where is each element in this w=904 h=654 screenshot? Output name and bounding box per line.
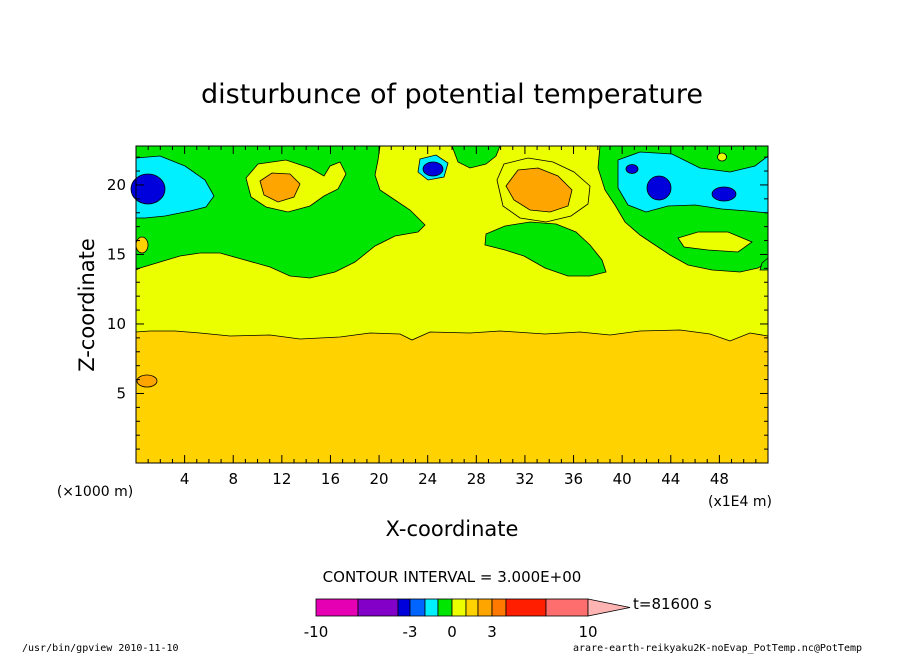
colorbar-segment bbox=[451, 598, 467, 617]
region-blue-left bbox=[130, 173, 166, 205]
colorbar-segment bbox=[545, 598, 589, 617]
footer-left: /usr/bin/gpview 2010-11-10 bbox=[22, 643, 179, 654]
colorbar-tick-label: -10 bbox=[304, 623, 329, 641]
colorbar-tick-label: 10 bbox=[578, 623, 597, 641]
x-tick-label: 20 bbox=[370, 470, 389, 488]
y-tick-label: 20 bbox=[107, 176, 126, 194]
y-tick-label: 10 bbox=[107, 315, 126, 333]
region-yellow-cell-right bbox=[677, 231, 753, 253]
region-orange-right bbox=[505, 167, 573, 213]
y-axis-label: Z-coordinate bbox=[75, 238, 99, 372]
colorbar: -10 -3 0 3 10 bbox=[304, 598, 631, 641]
footer-right: arare-earth-reikyaku2K-noEvap_PotTemp.nc… bbox=[573, 643, 862, 654]
region-blue-right-b bbox=[711, 186, 737, 202]
colorbar-segment bbox=[477, 598, 493, 617]
x-tick-label: 40 bbox=[613, 470, 632, 488]
x-tick-label: 12 bbox=[272, 470, 291, 488]
x-unit-left: (×1000 m) bbox=[57, 484, 133, 500]
region-blue-right-c bbox=[625, 164, 639, 174]
colorbar-segment bbox=[437, 598, 453, 617]
y-tick-label: 5 bbox=[116, 384, 126, 402]
region-blue-center bbox=[422, 161, 444, 177]
region-orange-left bbox=[259, 172, 301, 203]
colorbar-segment bbox=[505, 598, 547, 617]
colorbar-tick-label: 0 bbox=[447, 623, 457, 641]
x-tick-label: 8 bbox=[228, 470, 238, 488]
colorbar-segment bbox=[315, 598, 359, 617]
region-green-mid bbox=[484, 221, 607, 277]
colorbar-segment bbox=[424, 598, 439, 617]
x-tick-label: 36 bbox=[564, 470, 583, 488]
region-blue-right-a bbox=[646, 175, 672, 201]
region-green-left bbox=[135, 145, 426, 279]
colorbar-tick-label: 3 bbox=[487, 623, 497, 641]
x-tick-label: 4 bbox=[180, 470, 190, 488]
colorbar-segment bbox=[409, 598, 426, 617]
x-tick-label: 48 bbox=[710, 470, 729, 488]
colorbar-segment bbox=[491, 598, 507, 617]
y-axis: 5 10 15 20 bbox=[107, 156, 768, 450]
contour-interval-label: CONTOUR INTERVAL = 3.000E+00 bbox=[323, 568, 582, 586]
x-tick-label: 28 bbox=[467, 470, 486, 488]
colorbar-segment bbox=[397, 598, 411, 617]
region-orange-lower-cell bbox=[136, 374, 158, 388]
x-tick-label: 16 bbox=[321, 470, 340, 488]
plot-area bbox=[130, 145, 769, 463]
x-axis: 4 8 12 16 20 24 28 32 36 40 44 48 bbox=[147, 146, 757, 488]
region-yellow-dot bbox=[717, 152, 727, 162]
time-label: t=81600 s bbox=[633, 595, 712, 613]
region-positive-edge-cell bbox=[135, 236, 149, 254]
colorbar-arrow bbox=[587, 598, 631, 617]
colorbar-tick-label: -3 bbox=[403, 623, 418, 641]
x-unit-right: (x1E4 m) bbox=[708, 494, 772, 510]
colorbar-segment bbox=[357, 598, 399, 617]
chart-title: disturbunce of potential temperature bbox=[201, 79, 703, 110]
x-tick-label: 24 bbox=[418, 470, 437, 488]
y-tick-label: 15 bbox=[107, 245, 126, 263]
x-tick-label: 44 bbox=[661, 470, 680, 488]
colorbar-segment bbox=[465, 598, 479, 617]
x-axis-label: X-coordinate bbox=[386, 517, 519, 541]
x-tick-label: 32 bbox=[515, 470, 534, 488]
